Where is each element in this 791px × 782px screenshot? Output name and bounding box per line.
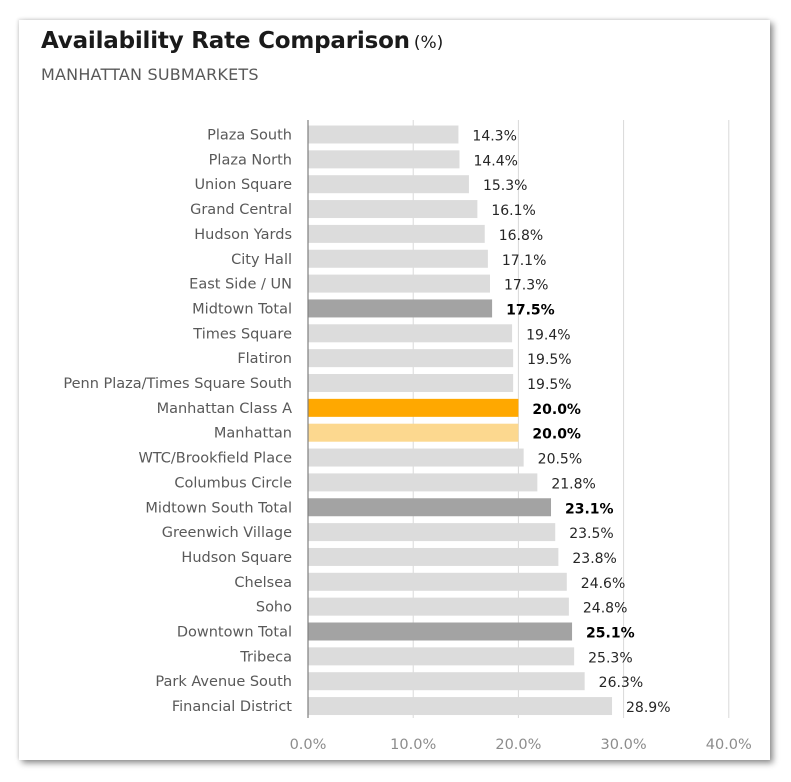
category-label: Hudson Yards — [194, 227, 292, 243]
bar — [308, 299, 493, 318]
bar — [308, 125, 459, 144]
bar — [308, 200, 478, 219]
x-tick-label: 10.0% — [390, 737, 436, 753]
category-label: Penn Plaza/Times Square South — [63, 376, 292, 392]
bar-chart: 0.0% 10.0% 20.0% 30.0% 40.0% Plaza South 14.3%… — [63, 120, 752, 753]
bar — [308, 224, 485, 243]
bar — [308, 498, 552, 517]
value-label: 25.3% — [588, 650, 632, 666]
value-label: 25.1% — [586, 626, 635, 642]
category-label: City Hall — [231, 252, 292, 268]
value-label: 21.8% — [551, 476, 595, 492]
bar — [308, 249, 488, 268]
bar — [308, 547, 559, 566]
category-label: Soho — [256, 600, 292, 616]
category-label: Manhattan Class A — [157, 401, 292, 417]
bar — [308, 523, 556, 542]
x-tick-label: 0.0% — [290, 737, 327, 753]
value-label: 14.3% — [472, 129, 516, 145]
category-label: Chelsea — [234, 575, 292, 591]
category-label: Financial District — [172, 699, 292, 715]
x-tick-label: 30.0% — [601, 737, 647, 753]
bar — [308, 175, 469, 194]
category-label: Union Square — [194, 177, 292, 193]
category-label: Midtown Total — [192, 301, 292, 317]
category-label: Plaza North — [209, 152, 292, 168]
chart-title-unit: (%) — [413, 33, 444, 53]
category-label: Hudson Square — [181, 550, 292, 566]
bar — [308, 374, 514, 392]
bar — [308, 647, 575, 666]
value-label: 24.8% — [583, 601, 627, 617]
category-label: Plaza South — [207, 128, 292, 144]
bar — [308, 697, 613, 716]
bar — [308, 473, 538, 492]
chart-card: Availability Rate Comparison (%) MANHATTA… — [19, 20, 770, 760]
category-label: Flatiron — [237, 351, 292, 367]
value-label: 16.8% — [499, 228, 543, 244]
value-label: 23.5% — [569, 526, 613, 542]
bar — [308, 622, 573, 641]
bar — [308, 349, 514, 368]
category-label: Grand Central — [190, 202, 292, 218]
x-tick-label: 20.0% — [495, 737, 541, 753]
value-label: 20.0% — [532, 427, 581, 443]
chart-subtitle: MANHATTAN SUBMARKETS — [41, 65, 259, 84]
value-label: 24.6% — [581, 576, 625, 592]
bar — [308, 274, 490, 293]
value-label: 17.1% — [502, 253, 546, 269]
value-label: 19.5% — [527, 352, 571, 368]
value-label: 14.4% — [473, 153, 517, 169]
chart-title: Availability Rate Comparison — [41, 28, 410, 54]
category-label: Park Avenue South — [155, 674, 292, 690]
category-label: Columbus Circle — [174, 475, 292, 491]
bar — [308, 597, 569, 616]
category-label: East Side / UN — [189, 277, 292, 293]
value-label: 23.1% — [565, 501, 614, 517]
bar — [308, 572, 567, 591]
category-label: Downtown Total — [177, 625, 292, 641]
value-label: 17.5% — [506, 302, 555, 318]
title-block: Availability Rate Comparison (%) — [41, 28, 443, 54]
bar — [308, 324, 513, 343]
value-label: 19.5% — [527, 377, 571, 393]
category-label: Midtown South Total — [145, 500, 292, 516]
category-label: Manhattan — [214, 426, 292, 442]
x-tick-label: 40.0% — [706, 737, 752, 753]
bar — [308, 448, 524, 467]
value-label: 19.4% — [526, 327, 570, 343]
value-label: 20.5% — [538, 452, 582, 468]
bar — [308, 672, 585, 691]
category-label: Tribeca — [239, 649, 292, 665]
value-label: 15.3% — [483, 178, 527, 194]
category-label: Greenwich Village — [162, 525, 292, 541]
value-label: 16.1% — [491, 203, 535, 219]
value-label: 20.0% — [532, 402, 581, 418]
value-label: 26.3% — [599, 675, 643, 691]
bar — [308, 150, 460, 169]
category-label: Times Square — [192, 326, 292, 342]
category-label: WTC/Brookfield Place — [138, 451, 292, 467]
value-label: 23.8% — [572, 551, 616, 567]
bar — [308, 398, 519, 417]
value-label: 17.3% — [504, 278, 548, 294]
value-label: 28.9% — [626, 700, 670, 716]
bar — [308, 423, 519, 442]
